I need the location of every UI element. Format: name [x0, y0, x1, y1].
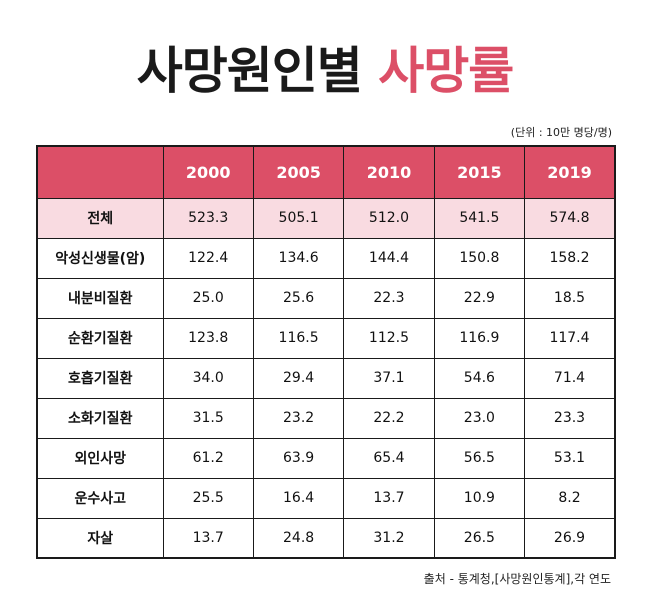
table-cell: 22.9: [433, 277, 526, 319]
table-cell: 117.4: [524, 317, 616, 359]
table-row: 내분비질환 25.0 25.6 22.3 22.9 18.5: [36, 277, 616, 319]
table-cell: 25.5: [162, 477, 254, 519]
title-accent: 사망률: [378, 42, 514, 100]
table-cell: 54.6: [433, 357, 526, 399]
table-cell: 134.6: [252, 237, 345, 279]
row-label: 전체: [36, 197, 164, 239]
table-cell: 541.5: [433, 197, 526, 239]
mortality-table: 2000 2005 2010 2015 2019 전체 523.3 505.1 …: [36, 145, 616, 559]
year-header: 2000: [162, 145, 254, 199]
table-cell: 116.9: [433, 317, 526, 359]
year-header: 2010: [343, 145, 435, 199]
table-cell: 26.5: [433, 517, 526, 559]
table-cell: 24.8: [252, 517, 345, 559]
table-row: 자살 13.7 24.8 31.2 26.5 26.9: [36, 517, 616, 559]
table-cell: 26.9: [524, 517, 616, 559]
table-cell: 122.4: [162, 237, 254, 279]
table-cell: 8.2: [524, 477, 616, 519]
table-cell: 150.8: [433, 237, 526, 279]
table-cell: 23.2: [252, 397, 345, 439]
table-cell: 34.0: [162, 357, 254, 399]
year-header: 2019: [524, 145, 616, 199]
table-cell: 18.5: [524, 277, 616, 319]
header-row: 2000 2005 2010 2015 2019: [36, 145, 616, 199]
table-cell: 158.2: [524, 237, 616, 279]
table-row: 호흡기질환 34.0 29.4 37.1 54.6 71.4: [36, 357, 616, 399]
table-cell: 22.2: [343, 397, 435, 439]
table-cell: 63.9: [252, 437, 345, 479]
table-cell: 10.9: [433, 477, 526, 519]
table-cell: 144.4: [343, 237, 435, 279]
table-cell: 512.0: [343, 197, 435, 239]
table-cell: 23.3: [524, 397, 616, 439]
year-header: 2015: [433, 145, 526, 199]
table-cell: 31.2: [343, 517, 435, 559]
table-cell: 13.7: [162, 517, 254, 559]
row-label: 외인사망: [36, 437, 164, 479]
row-label: 악성신생물(암): [36, 237, 164, 279]
page-title: 사망원인별 사망률: [0, 38, 650, 104]
table-row: 소화기질환 31.5 23.2 22.2 23.0 23.3: [36, 397, 616, 439]
table-cell: 25.6: [252, 277, 345, 319]
table-row: 운수사고 25.5 16.4 13.7 10.9 8.2: [36, 477, 616, 519]
table-row: 악성신생물(암) 122.4 134.6 144.4 150.8 158.2: [36, 237, 616, 279]
table-cell: 61.2: [162, 437, 254, 479]
table-cell: 16.4: [252, 477, 345, 519]
row-label: 소화기질환: [36, 397, 164, 439]
table-cell: 71.4: [524, 357, 616, 399]
row-label: 내분비질환: [36, 277, 164, 319]
table-cell: 29.4: [252, 357, 345, 399]
title-main: 사망원인별: [136, 42, 363, 100]
source-note: 출처 - 통계청,[사망원인통계],각 연도: [423, 572, 611, 586]
table-cell: 523.3: [162, 197, 254, 239]
table-row: 외인사망 61.2 63.9 65.4 56.5 53.1: [36, 437, 616, 479]
table-cell: 13.7: [343, 477, 435, 519]
table-cell: 123.8: [162, 317, 254, 359]
table-cell: 37.1: [343, 357, 435, 399]
row-label: 운수사고: [36, 477, 164, 519]
table-cell: 112.5: [343, 317, 435, 359]
unit-note: (단위 : 10만 명당/명): [510, 126, 612, 139]
table-row: 순환기질환 123.8 116.5 112.5 116.9 117.4: [36, 317, 616, 359]
row-label: 호흡기질환: [36, 357, 164, 399]
table-cell: 65.4: [343, 437, 435, 479]
table-cell: 22.3: [343, 277, 435, 319]
row-label: 순환기질환: [36, 317, 164, 359]
table-cell: 505.1: [252, 197, 345, 239]
table-cell: 31.5: [162, 397, 254, 439]
table-cell: 574.8: [524, 197, 616, 239]
row-label: 자살: [36, 517, 164, 559]
table-cell: 23.0: [433, 397, 526, 439]
table-cell: 56.5: [433, 437, 526, 479]
table-cell: 53.1: [524, 437, 616, 479]
year-header: 2005: [252, 145, 345, 199]
table-row-total: 전체 523.3 505.1 512.0 541.5 574.8: [36, 197, 616, 239]
table-cell: 25.0: [162, 277, 254, 319]
corner-cell: [36, 145, 164, 199]
table-cell: 116.5: [252, 317, 345, 359]
